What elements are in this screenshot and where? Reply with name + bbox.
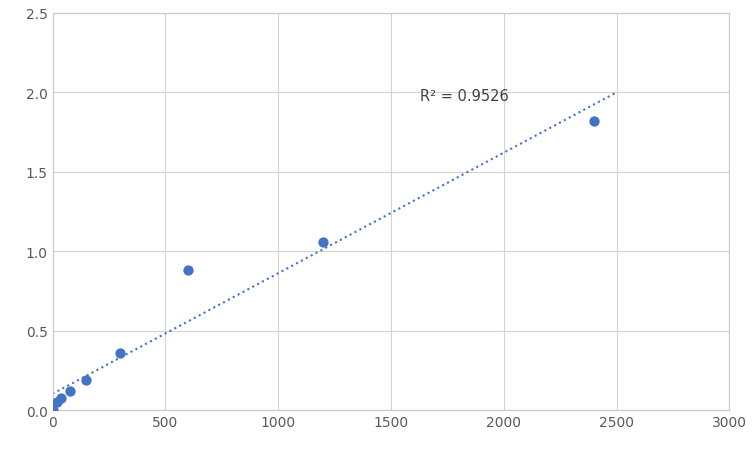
Point [114,350,126,357]
Point [50,399,62,406]
Point [63,388,75,395]
Point [55,394,67,401]
Point [182,267,194,274]
Text: R² = 0.9526: R² = 0.9526 [420,89,509,104]
Point [588,118,600,125]
Point [47,407,59,414]
Point [317,239,329,246]
Point [80,377,92,384]
